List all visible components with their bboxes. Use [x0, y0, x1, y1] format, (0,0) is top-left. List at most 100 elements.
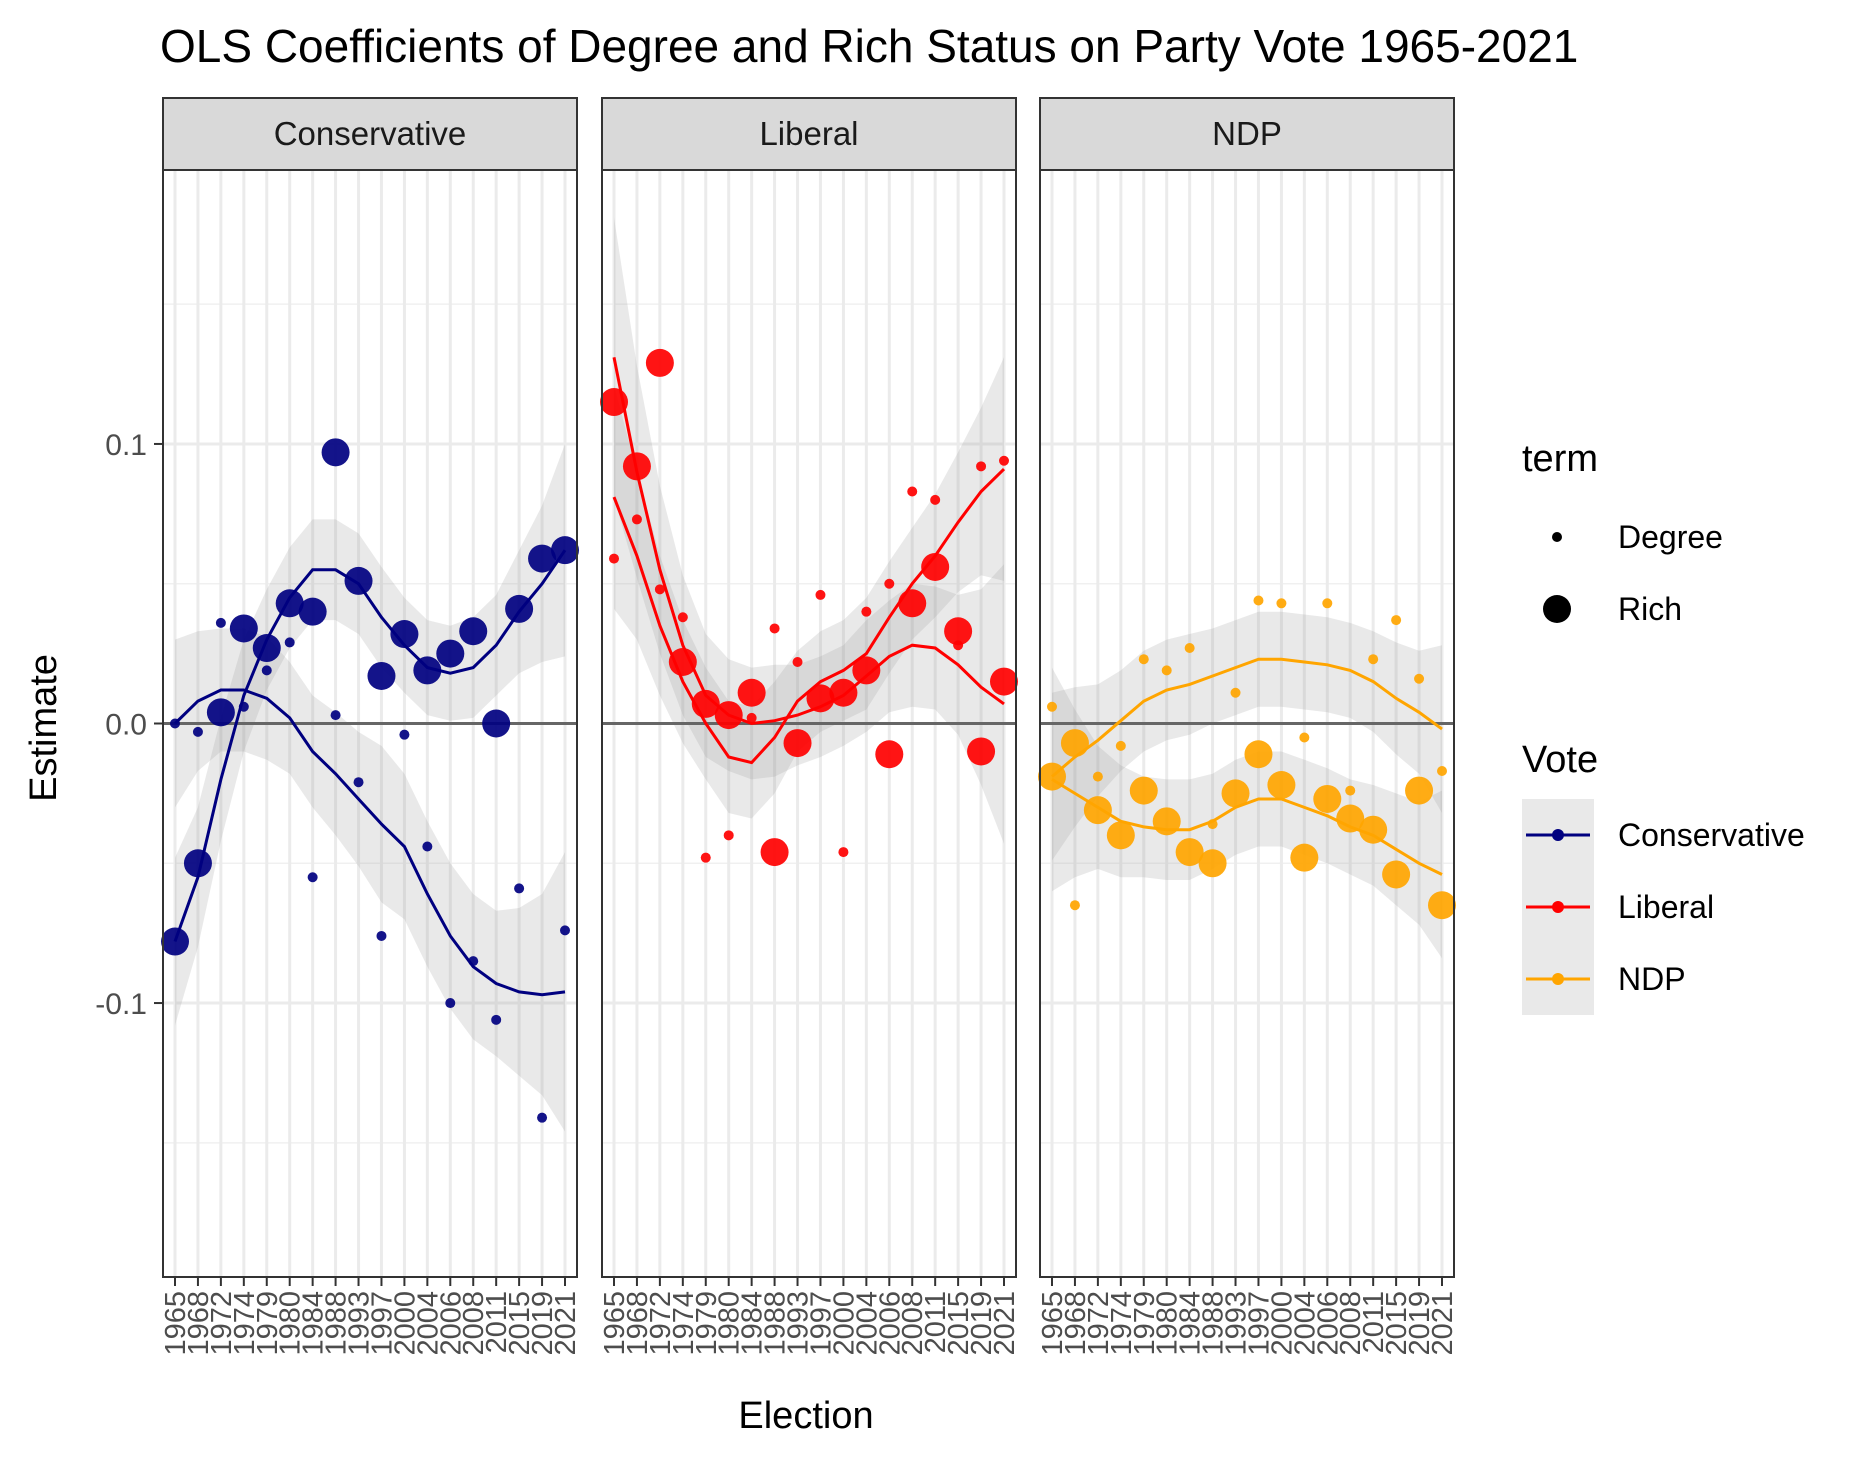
x-tick-label: 2021	[1427, 1291, 1459, 1356]
x-tick-label: 2021	[989, 1291, 1021, 1356]
data-point-degree	[376, 930, 387, 941]
x-tick-label: 2008	[897, 1291, 929, 1356]
trend-line-degree	[173, 688, 566, 997]
data-point-degree	[654, 584, 665, 595]
data-point-rich	[806, 684, 835, 713]
facet-panel-conservative: Conservative 1965196819721974197919801984…	[160, 97, 582, 1356]
data-point-degree	[861, 606, 872, 617]
data-point-rich	[252, 634, 281, 663]
data-point-rich	[505, 594, 534, 623]
x-tick-label: 1974	[668, 1291, 700, 1356]
x-tick-label: 1988	[760, 1291, 792, 1356]
x-tick-label: 2019	[1404, 1291, 1436, 1356]
x-tick-label: 1993	[344, 1291, 376, 1356]
data-point-rich	[1106, 821, 1135, 850]
data-point-degree	[468, 956, 479, 967]
x-tick-label: 1993	[783, 1291, 815, 1356]
y-axis-label: Estimate	[23, 654, 65, 802]
data-point-rich	[1405, 776, 1434, 805]
x-tick-label: 1980	[275, 1291, 307, 1356]
data-point-rich	[944, 617, 973, 646]
data-point-degree	[999, 455, 1009, 466]
data-point-degree	[399, 729, 410, 740]
data-point-degree	[907, 486, 918, 497]
data-point-degree	[238, 701, 249, 712]
data-point-rich	[1336, 804, 1365, 833]
data-point-degree	[1230, 687, 1241, 698]
data-point-degree	[1047, 701, 1057, 712]
trend-line-degree	[1051, 657, 1443, 778]
data-point-degree	[537, 1112, 548, 1123]
chart-title: OLS Coefficients of Degree and Rich Stat…	[160, 20, 1578, 72]
legend-key-point	[1552, 901, 1564, 913]
data-point-rich	[436, 639, 465, 668]
data-point-degree	[514, 883, 525, 894]
legend-label-rich: Rich	[1618, 591, 1682, 627]
data-point-degree	[1161, 665, 1172, 676]
x-tick-label: 1972	[645, 1291, 677, 1356]
data-point-rich	[482, 709, 511, 738]
facet-strip-label: Liberal	[759, 115, 858, 152]
data-point-rich	[459, 617, 488, 646]
x-tick-label: 2008	[458, 1291, 490, 1356]
data-point-degree	[215, 617, 226, 628]
data-point-rich	[1428, 891, 1456, 920]
data-point-rich	[344, 566, 373, 595]
data-point-degree	[192, 726, 203, 737]
facet-panel-liberal: Liberal196519681972197419791980198419881…	[599, 97, 1021, 1356]
data-point-rich	[321, 438, 350, 467]
x-tick-label: 2019	[527, 1291, 559, 1356]
x-tick-label: 2019	[966, 1291, 998, 1356]
x-tick-label: 1979	[252, 1291, 284, 1356]
x-axis-label: Election	[738, 1395, 873, 1437]
x-tick-label: 1979	[1129, 1291, 1161, 1356]
legend-label-liberal: Liberal	[1618, 889, 1714, 925]
data-point-rich	[714, 701, 743, 730]
data-point-rich	[1221, 779, 1250, 808]
x-tick-label: 2000	[389, 1291, 421, 1356]
data-point-rich	[829, 678, 858, 707]
x-tick-label: 1968	[622, 1291, 654, 1356]
data-point-rich	[691, 689, 720, 718]
y-axis: -0.1 0.0 0.1	[95, 429, 163, 1021]
y-tick-label: 0.1	[105, 429, 147, 462]
y-tick-label: -0.1	[95, 988, 147, 1021]
legend-key-degree	[1552, 532, 1562, 542]
confidence-band-rich	[614, 217, 1004, 844]
data-point-rich	[1267, 771, 1296, 799]
legend: term Degree Rich Vote Conservative Liberal NDP	[1522, 438, 1805, 1015]
data-point-rich	[967, 737, 996, 766]
data-point-degree	[284, 637, 295, 648]
x-tick-label: 1965	[1037, 1291, 1069, 1356]
data-point-rich	[551, 536, 579, 565]
data-point-rich	[1244, 740, 1273, 769]
x-tick-label: 2021	[550, 1291, 582, 1356]
data-point-degree	[1391, 615, 1402, 626]
data-point-rich	[668, 648, 697, 676]
x-tick-label: 1997	[367, 1291, 399, 1356]
x-tick-label: 1988	[1198, 1291, 1230, 1356]
data-point-rich	[1060, 729, 1089, 758]
x-tick-label: 2011	[1358, 1291, 1390, 1353]
data-point-rich	[783, 729, 812, 758]
legend-label-ndp: NDP	[1618, 961, 1686, 997]
data-point-rich	[528, 544, 557, 573]
data-point-rich	[1175, 838, 1204, 867]
data-point-degree	[307, 872, 318, 883]
x-tick-label: 1974	[229, 1291, 261, 1356]
x-tick-label: 2015	[943, 1291, 975, 1356]
x-tick-label: 1968	[1060, 1291, 1092, 1356]
x-tick-label: 1997	[1244, 1291, 1276, 1356]
data-point-rich	[921, 552, 950, 581]
x-tick-label: 1988	[321, 1291, 353, 1356]
data-point-degree	[1368, 654, 1379, 665]
confidence-band-degree	[1052, 611, 1442, 861]
x-tick-label: 1979	[691, 1291, 723, 1356]
data-point-rich	[622, 452, 651, 481]
data-point-degree	[1276, 598, 1287, 609]
data-point-degree	[700, 852, 711, 863]
data-point-rich	[990, 667, 1018, 696]
trend-line-rich	[612, 357, 1005, 726]
x-tick-label: 2006	[435, 1291, 467, 1356]
